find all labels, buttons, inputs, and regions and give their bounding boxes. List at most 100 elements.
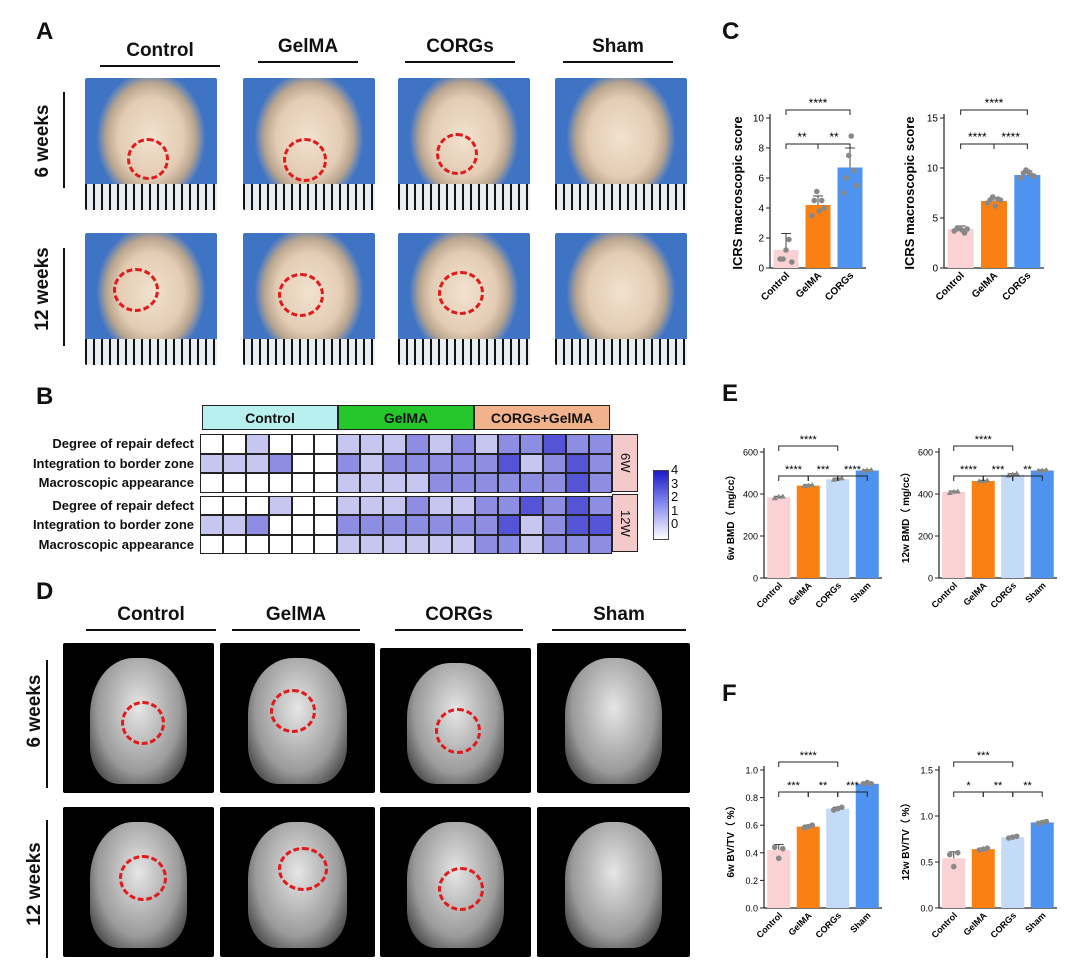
heatmap-cell [383,473,406,493]
heatmap-cell [291,495,315,515]
data-point [950,863,957,870]
data-point [954,488,961,494]
heatmap-cell [497,534,521,554]
bar [837,167,863,268]
y-tick-label: 15 [927,114,939,125]
heatmap-cell [337,515,361,535]
a-photo-gelma-6w [243,78,375,210]
heatmap-cell [337,453,361,473]
heatmap-cell [566,495,590,515]
heatmap-cell [428,515,452,535]
x-tick-label: GelMA [794,270,824,300]
data-point [840,190,847,196]
data-point [1035,467,1042,473]
data-point [1043,467,1050,473]
heatmap-group-corgs: CORGs+GelMA [474,405,610,430]
data-point [775,855,782,862]
heatmap-cell [222,534,246,554]
data-point [976,478,983,484]
y-tick-label: 600 [918,448,933,458]
heatmap-cell [360,534,384,554]
significance-label: ** [819,780,828,792]
d-ct-gelma-12w [220,807,375,957]
significance-bracket [778,761,839,767]
heatmap-cell [291,453,315,473]
data-point [946,851,953,858]
y-tick-label: 8 [758,144,764,155]
heatmap-cell [245,534,269,554]
heatmap-cell [543,473,567,493]
data-point [771,495,778,501]
data-point [848,133,855,139]
heatmap-cell [314,434,338,454]
heatmap-cell [474,434,498,454]
x-tick-label: Control [759,270,792,303]
heatmap-cell [268,515,292,535]
heatmap-cell [543,534,567,554]
heatmap-row-label: Integration to border zone [32,517,194,532]
d-ct-corgs-12w [380,807,531,957]
heatmap-row-label: Degree of repair defect [52,436,194,451]
heatmap-cell [383,515,406,535]
significance-label: **** [985,96,1004,110]
heatmap-cell [222,473,246,493]
heatmap-cell [314,495,338,515]
heatmap-cell [222,515,246,535]
heatmap-cell [451,473,475,493]
data-point [771,844,778,851]
heatmap-block-12w: 12W [612,494,638,552]
y-tick-label: 6 [758,174,764,185]
y-tick-label: 10 [927,164,939,175]
significance-bracket [807,791,839,797]
significance-label: ** [994,780,1003,792]
bar [826,479,850,578]
heatmap-cell [566,534,590,554]
significance-bracket [837,475,868,481]
a-photo-corgs-6w [398,78,530,210]
heatmap-cell [474,453,498,473]
heatmap-cell [428,534,452,554]
heatmap-cell [520,495,544,515]
panel-label-c: C [722,18,740,45]
data-point [864,467,871,473]
heatmap-cell [428,434,452,454]
a-col-corgs: CORGs [405,36,515,63]
heatmap-cell [543,434,567,454]
chart-e-6w: 0 200 400 600 6w BMD（ mg/cc） Control GelMA CORG… [724,434,882,610]
d-row-12weeks: 12 weeks [24,842,45,926]
data-point [868,467,875,473]
a-row-12weeks: 12 weeks [32,247,53,331]
bar [971,480,995,578]
a-col-gelma: GelMA [258,36,358,63]
y-tick-label: 0 [753,574,758,584]
heatmap-cell [520,473,544,493]
significance-bracket [993,143,1028,149]
data-point [809,822,816,828]
heatmap-cell [543,453,567,473]
a-col-control: Control [100,40,220,67]
data-point [1018,175,1024,181]
significance-label: **** [968,130,987,144]
significance-label: *** [977,750,991,762]
d-col-sham: Sham [552,604,686,631]
a-photo-corgs-12w [398,233,530,365]
data-point [961,230,968,236]
bar [1001,837,1025,908]
significance-bracket [960,143,995,149]
significance-bracket [778,475,809,481]
heatmap-cell [520,453,544,473]
y-tick-label: 0 [758,264,764,275]
y-axis-label: 6w BMD（ mg/cc） [724,470,737,561]
y-tick-label: 200 [918,532,933,542]
heatmap-cell [222,453,246,473]
heatmap-cell [566,434,590,454]
y-tick-label: 0 [928,574,933,584]
significance-bracket [960,109,1028,115]
y-tick-label: 600 [743,448,758,458]
d-ct-sham-6w [537,643,690,793]
heatmap-cell [200,473,223,493]
data-point [997,197,1004,203]
data-point [813,188,820,195]
chart-e-12w: 0 200 400 600 12w BMD（ mg/cc） Control GelMA COR… [899,434,1057,610]
